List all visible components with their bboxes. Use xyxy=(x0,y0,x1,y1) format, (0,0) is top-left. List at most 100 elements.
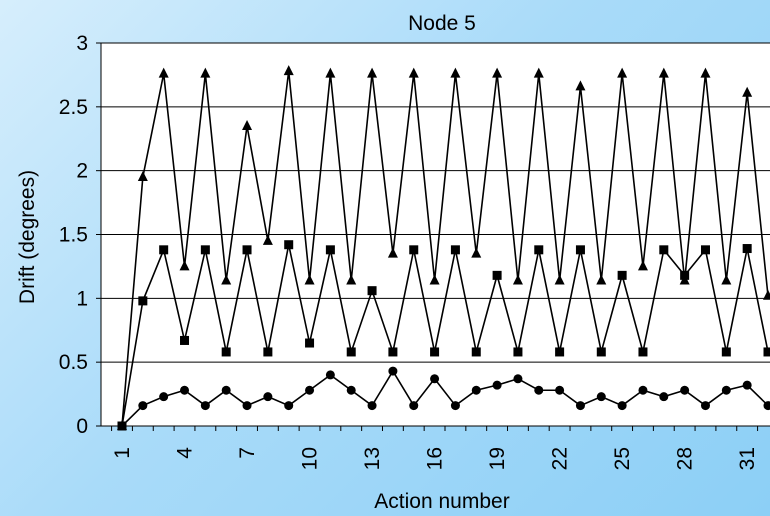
data-point xyxy=(180,335,190,345)
data-point xyxy=(512,274,523,285)
data-point xyxy=(284,240,294,250)
data-point xyxy=(304,274,315,285)
data-point xyxy=(638,385,648,395)
data-point xyxy=(221,274,232,285)
y-tick-labels: 0 0.5 1 1.5 2 2.5 3 xyxy=(59,32,88,438)
data-point xyxy=(242,401,252,411)
series-circle xyxy=(117,366,770,431)
data-point xyxy=(387,247,398,258)
x-axis-label: Action number xyxy=(374,490,509,513)
y-axis-label: Drift (degrees) xyxy=(16,170,39,304)
data-point xyxy=(534,245,544,255)
data-point xyxy=(638,347,648,357)
y-tick-label: 0 xyxy=(76,415,88,438)
data-point xyxy=(263,392,273,402)
data-point xyxy=(388,347,398,357)
data-point xyxy=(721,347,731,357)
data-point xyxy=(221,385,231,395)
data-point xyxy=(325,245,335,255)
data-point xyxy=(492,67,503,78)
x-tick-label: 1 xyxy=(111,447,134,459)
data-point xyxy=(450,67,461,78)
x-tick-label: 19 xyxy=(486,447,509,470)
data-point xyxy=(763,289,770,300)
data-point xyxy=(471,347,481,357)
x-tick-label: 7 xyxy=(236,447,259,459)
data-point xyxy=(555,385,565,395)
data-point xyxy=(179,260,190,271)
y-tick-label: 2.5 xyxy=(59,96,88,119)
data-point xyxy=(700,245,710,255)
data-point xyxy=(742,244,752,254)
data-point xyxy=(659,245,669,255)
y-tick-label: 0.5 xyxy=(59,351,88,374)
data-point xyxy=(283,65,294,76)
series-line xyxy=(121,244,769,427)
data-point xyxy=(763,347,770,357)
x-tick-label: 4 xyxy=(174,447,197,459)
data-point xyxy=(637,260,648,271)
data-point xyxy=(721,274,732,285)
data-point xyxy=(200,245,210,255)
data-point xyxy=(242,119,253,130)
data-point xyxy=(137,171,148,182)
data-point xyxy=(262,234,273,245)
data-point xyxy=(158,67,169,78)
y-tick-label: 1.5 xyxy=(59,224,88,247)
data-point xyxy=(492,380,502,390)
data-point xyxy=(263,347,273,357)
data-point xyxy=(159,245,169,255)
x-tick-label: 31 xyxy=(736,447,759,470)
data-point xyxy=(346,274,357,285)
data-point xyxy=(138,401,148,411)
data-point xyxy=(596,274,607,285)
data-point xyxy=(555,347,565,357)
data-point xyxy=(242,245,252,255)
data-point xyxy=(554,274,565,285)
data-point xyxy=(346,347,356,357)
x-tick-label: 10 xyxy=(299,447,322,470)
data-point xyxy=(659,392,669,402)
x-tick-label: 25 xyxy=(611,447,634,470)
data-point xyxy=(430,347,440,357)
y-tick-label: 1 xyxy=(76,287,88,310)
y-tick-label: 2 xyxy=(76,160,88,183)
data-point xyxy=(367,286,377,296)
data-point xyxy=(533,67,544,78)
x-tick-label: 22 xyxy=(549,447,572,470)
data-point xyxy=(617,270,627,280)
data-point xyxy=(200,67,211,78)
chart-title: Node 5 xyxy=(408,12,476,35)
data-point xyxy=(200,401,210,411)
data-point xyxy=(471,385,481,395)
data-point xyxy=(680,385,690,395)
data-point xyxy=(305,385,315,395)
data-point xyxy=(721,385,731,395)
data-point xyxy=(138,296,148,306)
series-triangle xyxy=(117,65,770,430)
y-tick-label: 3 xyxy=(76,32,88,55)
series-line xyxy=(121,70,769,427)
data-point xyxy=(325,67,336,78)
data-point xyxy=(700,67,711,78)
data-point xyxy=(325,370,335,380)
data-point xyxy=(408,67,419,78)
data-point xyxy=(513,347,523,357)
data-point xyxy=(117,421,127,431)
data-point xyxy=(617,67,628,78)
data-point xyxy=(471,247,482,258)
data-point xyxy=(346,385,356,395)
data-point xyxy=(450,401,460,411)
x-tick-label: 16 xyxy=(424,447,447,470)
data-point xyxy=(492,270,502,280)
x-tick-label: 13 xyxy=(361,447,384,470)
data-point xyxy=(700,401,710,411)
data-point xyxy=(658,67,669,78)
data-point xyxy=(680,270,690,280)
data-point xyxy=(596,347,606,357)
data-point xyxy=(617,401,627,411)
gridlines xyxy=(101,42,770,363)
series-layer xyxy=(117,65,770,431)
data-point xyxy=(221,347,231,357)
